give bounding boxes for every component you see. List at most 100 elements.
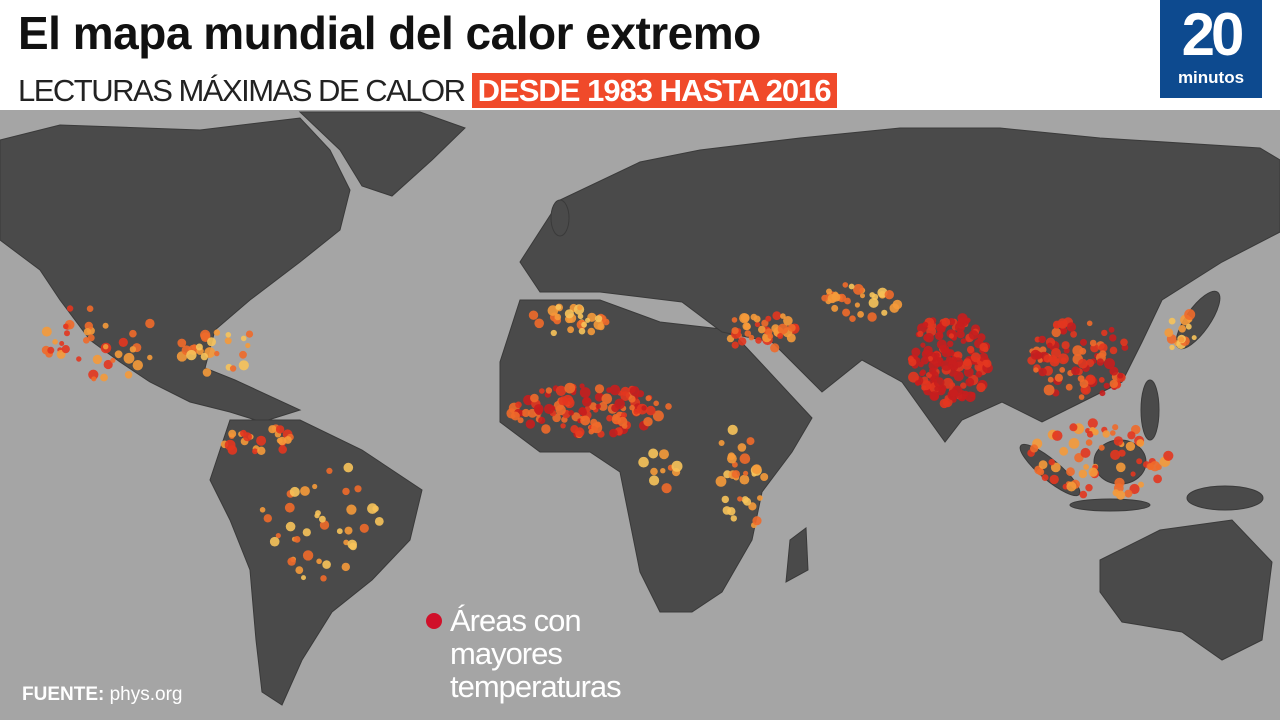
heat-dot	[731, 341, 739, 349]
heat-dot	[954, 322, 965, 333]
heat-dot	[730, 515, 737, 522]
heat-dot	[1059, 446, 1069, 456]
legend-line: temperaturas	[450, 669, 622, 704]
heat-dot	[884, 290, 894, 300]
heat-dot	[1038, 367, 1047, 377]
heat-dot	[1065, 383, 1073, 391]
heat-dot	[727, 453, 737, 464]
heat-dot	[968, 330, 979, 340]
heat-dot	[826, 288, 832, 295]
heat-dot	[867, 312, 877, 322]
heat-dot	[620, 391, 631, 401]
heat-dot	[252, 448, 258, 455]
heat-dot	[849, 315, 856, 323]
heat-dot	[1113, 436, 1124, 446]
heat-dot	[948, 359, 954, 365]
heat-dot	[515, 401, 522, 409]
heat-dot	[860, 293, 865, 299]
heat-dot	[83, 328, 92, 336]
heat-dot	[609, 428, 618, 438]
heat-dot	[777, 323, 789, 335]
heat-dot	[245, 330, 254, 338]
heat-dot	[652, 410, 664, 422]
heat-dot	[1099, 390, 1106, 397]
heat-dot	[949, 388, 958, 397]
heat-dot	[319, 520, 330, 530]
heat-dot	[1096, 358, 1105, 366]
heat-dot	[979, 352, 989, 362]
heat-dot	[539, 388, 545, 394]
heat-dot	[1048, 458, 1055, 466]
heat-dot	[1109, 366, 1119, 376]
heat-dot	[535, 407, 543, 415]
heat-dot	[1043, 384, 1055, 396]
heat-dot	[751, 464, 762, 475]
heat-dot	[238, 360, 249, 371]
heat-dot	[653, 400, 659, 407]
heat-dot	[316, 558, 322, 565]
heat-dot	[1109, 334, 1117, 342]
heat-dot	[715, 476, 727, 487]
heat-dot	[289, 486, 300, 497]
heat-dot	[1047, 376, 1054, 383]
heat-dot	[970, 352, 981, 363]
heat-dot	[521, 408, 531, 418]
heat-dot	[983, 359, 992, 368]
heat-dot	[41, 326, 52, 337]
heat-dot	[47, 346, 55, 354]
heat-dot	[595, 403, 601, 409]
heat-dot	[853, 284, 864, 295]
heat-dot	[629, 404, 635, 411]
heat-dot	[52, 339, 58, 345]
heat-dot	[760, 473, 769, 481]
heat-dot	[648, 448, 659, 459]
heat-dot	[118, 337, 128, 347]
heat-dot	[568, 410, 574, 416]
title: El mapa mundial del calor extremo	[18, 7, 761, 59]
heat-dot	[593, 319, 604, 330]
heat-dot	[1066, 467, 1075, 477]
philippines	[1140, 379, 1160, 441]
heat-dot	[1038, 335, 1046, 344]
heat-dot	[269, 536, 280, 547]
heat-dot	[939, 398, 949, 409]
heat-dot	[88, 369, 99, 380]
heat-dot	[354, 485, 362, 493]
heat-dot	[1110, 449, 1121, 460]
heat-dot	[545, 387, 553, 394]
heat-dot	[587, 327, 596, 336]
heat-dot	[554, 313, 562, 321]
australia	[1099, 519, 1273, 661]
heat-dot	[947, 340, 954, 347]
heat-dot	[268, 425, 277, 434]
heat-dot	[259, 507, 266, 513]
heat-dot	[564, 309, 575, 319]
heat-dot	[767, 333, 774, 340]
heat-dot	[740, 313, 750, 323]
heat-dot	[100, 373, 108, 382]
heat-dot	[1124, 489, 1133, 498]
heat-dot	[609, 384, 621, 396]
heat-dot	[743, 322, 751, 331]
heat-dot	[765, 315, 772, 322]
heat-dot	[960, 382, 967, 389]
heat-dot	[770, 343, 780, 353]
heat-dot	[941, 347, 951, 358]
heat-dot	[665, 403, 672, 410]
heat-dot	[544, 403, 555, 415]
heat-dot	[92, 354, 103, 365]
heat-dot	[727, 424, 738, 435]
heat-dot	[1043, 354, 1052, 363]
heat-dot	[1033, 367, 1039, 373]
heat-dot	[1083, 464, 1089, 470]
heat-dot	[606, 414, 613, 422]
heat-dot	[755, 337, 762, 344]
heat-dot	[761, 319, 769, 327]
heat-dot	[315, 510, 321, 516]
heat-dot	[577, 313, 584, 320]
heat-dot	[1086, 431, 1094, 438]
new-guinea	[1186, 485, 1264, 511]
heat-dot	[123, 352, 135, 364]
heat-dot	[534, 318, 544, 329]
heat-dot	[1153, 474, 1162, 484]
